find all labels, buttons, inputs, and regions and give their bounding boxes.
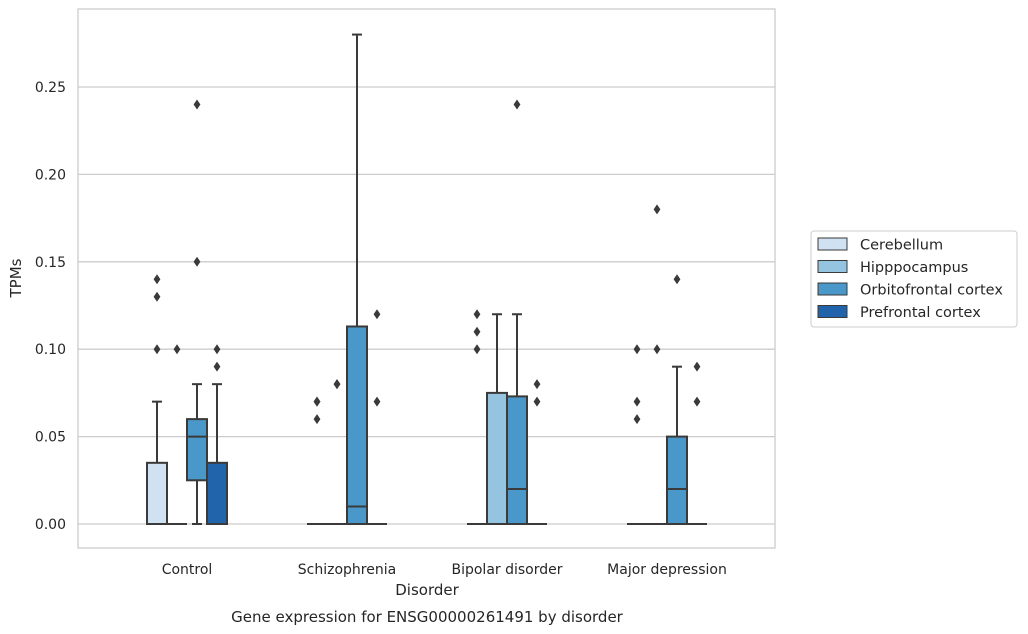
y-tick-label: 0.20 [35, 167, 66, 183]
outlier-point [213, 344, 221, 355]
box-body [146, 461, 168, 526]
outlier-point [633, 344, 641, 355]
legend-label: Cerebellum [860, 238, 943, 254]
box-mark [486, 313, 508, 525]
y-tick-label: 0.25 [35, 80, 66, 96]
outlier-point [693, 396, 701, 407]
box-mark [647, 204, 667, 525]
y-axis-label: TPMs [7, 258, 25, 298]
outlier-point [313, 396, 321, 407]
series-cerebellum [146, 274, 647, 526]
legend-swatch [817, 282, 848, 296]
legend-label: Hipppocampus [860, 260, 968, 276]
outlier-point [153, 291, 161, 302]
outlier-point [653, 204, 661, 215]
y-tick-label: 0.00 [35, 517, 66, 533]
box-mark [146, 274, 168, 526]
outlier-point [373, 309, 381, 320]
box-mark [527, 379, 547, 525]
legend-label: Prefrontal cortex [860, 305, 981, 321]
box-mark [627, 344, 647, 525]
box-body [486, 391, 508, 525]
box-mark [367, 309, 387, 525]
outlier-point [673, 274, 681, 285]
box-mark [666, 274, 688, 526]
box-mark [307, 396, 327, 525]
chart-title: Gene expression for ENSG00000261491 by d… [231, 608, 624, 626]
outlier-point [633, 414, 641, 425]
outlier-point [313, 414, 321, 425]
y-tick-label: 0.15 [35, 255, 66, 271]
box-mark [206, 344, 228, 526]
box-body [506, 395, 528, 525]
legend-swatch [817, 237, 848, 251]
outlier-point [213, 361, 221, 372]
box-body [186, 418, 208, 482]
x-tick-label: Bipolar disorder [451, 562, 562, 578]
legend-frame [810, 230, 1018, 328]
legend-swatch [817, 260, 848, 273]
box-body [346, 325, 368, 526]
box-mark [687, 361, 707, 525]
box-mark [327, 379, 347, 525]
box-mark [186, 99, 208, 525]
outlier-point [173, 344, 181, 355]
legend: Cerebellum Hipppocampus Orbitofrontal cort… [810, 230, 1018, 328]
outlier-point [473, 326, 481, 337]
outlier-point [653, 344, 661, 355]
box-mark [506, 99, 528, 525]
outlier-point [373, 396, 381, 407]
x-tick-label: Control [162, 562, 213, 578]
x-axis-label: Disorder [395, 581, 459, 599]
outlier-point [193, 256, 201, 267]
outlier-point [693, 361, 701, 372]
outlier-point [153, 344, 161, 355]
outlier-point [473, 309, 481, 320]
series-prefrontal-cortex [206, 309, 707, 526]
outlier-point [333, 379, 341, 390]
y-tick-label: 0.10 [35, 342, 66, 358]
legend-swatch [817, 305, 848, 318]
outlier-point [153, 274, 161, 285]
outlier-point [473, 344, 481, 355]
box-mark [167, 344, 187, 525]
outlier-point [513, 99, 521, 110]
outlier-point [633, 396, 641, 407]
series-orbitofrontal-cortex [186, 33, 688, 526]
outlier-point [533, 379, 541, 390]
x-axis-ticks: Control Schizophrenia Bipolar disorder Majo… [162, 562, 727, 578]
legend-label: Orbitofrontal cortex [860, 283, 1003, 299]
box-mark [467, 309, 487, 525]
box-body [206, 461, 228, 526]
box-mark [346, 33, 368, 526]
series-hipppocampus [167, 204, 667, 525]
plot-area-frame [77, 8, 776, 549]
x-tick-label: Major depression [607, 562, 727, 578]
y-axis-ticks: 0.00 0.05 0.10 0.15 0.20 0.25 [35, 80, 66, 533]
y-tick-label: 0.05 [35, 430, 66, 446]
box-body [666, 435, 688, 526]
outlier-point [193, 99, 201, 110]
box-series [146, 33, 707, 526]
x-tick-label: Schizophrenia [298, 562, 396, 578]
outlier-point [533, 396, 541, 407]
